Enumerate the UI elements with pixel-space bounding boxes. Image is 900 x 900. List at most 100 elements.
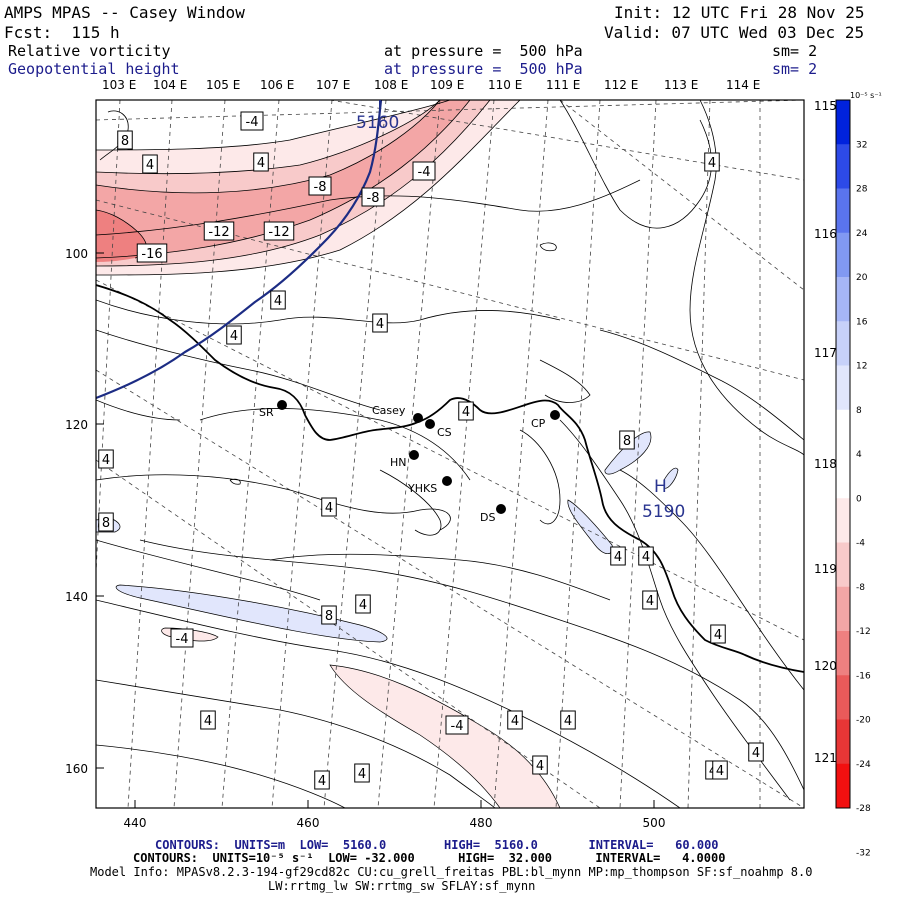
- contour-label-text: 4: [752, 746, 760, 761]
- station-dot-sr: [277, 400, 287, 410]
- contour-label-box: [136, 243, 168, 263]
- station-label-sr: SR: [259, 406, 274, 419]
- colorbar: 32 28 24 20 16 12 8 4 0 -4 -8 -12 -16 -20 -24 -28 -32: [835, 99, 871, 858]
- contour-value-label: -12: [263, 221, 295, 241]
- contour-label-box: [203, 221, 235, 241]
- contour-value-label: -4: [445, 715, 469, 735]
- contour-label-box: [560, 710, 576, 730]
- contour-label-box: [263, 221, 295, 241]
- longitude-label: 113 E: [664, 78, 698, 92]
- contour-label-text: 4: [230, 329, 238, 344]
- y-tick-label: 160: [65, 762, 88, 776]
- contour-label-text: -4: [176, 632, 189, 647]
- vorticity-contours: [96, 100, 804, 808]
- longitude-label: 112 E: [604, 78, 638, 92]
- station-label-cs: CS: [437, 426, 452, 439]
- contour-label-text: 4: [646, 594, 654, 609]
- valid-time: Valid: 07 UTC Wed 03 Dec 25: [604, 23, 865, 42]
- contour-value-label: 4: [253, 152, 269, 172]
- y-tick-label: 100: [65, 247, 88, 261]
- contour-label-box: [638, 546, 654, 566]
- longitude-label: 111 E: [546, 78, 580, 92]
- colorbar-tick-label: 4: [856, 450, 862, 460]
- contour-label-text: 4: [462, 405, 470, 420]
- contour-label-box: [117, 130, 133, 150]
- contour-label-text: -4: [246, 115, 259, 130]
- contour-label-box: [642, 590, 658, 610]
- vorticity-fill-pos8-c: [115, 584, 388, 643]
- contour-label-box: [532, 755, 548, 775]
- contour-label-text: 4: [318, 774, 326, 789]
- graticule: [96, 100, 804, 808]
- longitude-label: 110 E: [488, 78, 522, 92]
- vorticity-fill-neg4-b: [329, 664, 561, 808]
- contour-value-label: 4: [710, 624, 726, 644]
- station-dot-cp: [550, 410, 560, 420]
- colorbar-swatch: [836, 409, 850, 455]
- contour-label-box: [355, 594, 371, 614]
- contour-label-text: -16: [141, 247, 162, 262]
- longitude-label: 103 E: [102, 78, 136, 92]
- station-dot-yhks: [442, 476, 452, 486]
- contour-label-box: [445, 715, 469, 735]
- contour-label-text: -12: [268, 225, 289, 240]
- contour-label-text: 4: [614, 550, 622, 565]
- contour-value-label: -8: [361, 187, 385, 207]
- contour-label-box: [507, 710, 523, 730]
- contour-value-label: 4: [270, 290, 286, 310]
- map-title: AMPS MPAS -- Casey Window: [4, 3, 245, 22]
- contour-label-box: [98, 449, 114, 469]
- footer-vorticity-contours: CONTOURS: UNITS=10⁻⁵ s⁻¹ LOW= -32.000 HI…: [133, 851, 726, 865]
- station-dot-cs: [425, 419, 435, 429]
- contour-label-text: 4: [257, 156, 265, 171]
- colorbar-tick-label: -20: [856, 716, 871, 726]
- station-dot-ds: [496, 504, 506, 514]
- colorbar-swatch: [836, 454, 850, 499]
- colorbar-swatch: [836, 365, 850, 411]
- contour-value-label: 4: [226, 325, 242, 345]
- colorbar-tick-label: 0: [856, 494, 862, 504]
- colorbar-tick-label: -16: [856, 671, 871, 681]
- contour-label-box: [610, 546, 626, 566]
- contour-label-box: [308, 176, 332, 196]
- longitude-label: 106 E: [260, 78, 294, 92]
- contour-label-text: 4: [714, 628, 722, 643]
- contour-label-text: 8: [325, 609, 333, 624]
- colorbar-tick-label: 16: [856, 317, 868, 327]
- y-tick-label: 120: [65, 418, 88, 432]
- footer-model-info: Model Info: MPASv8.2.3-194-gf29cd82c CU:…: [90, 865, 813, 879]
- colorbar-swatch: [836, 188, 850, 234]
- colorbar-tick-label: -28: [856, 804, 871, 814]
- contour-value-label: 4: [560, 710, 576, 730]
- contour-label-box: [748, 742, 764, 762]
- contour-label-box: [361, 187, 385, 207]
- contour-label-text: -12: [208, 225, 229, 240]
- field2-level: at pressure = 500 hPa: [384, 60, 583, 78]
- colorbar-tick-label: 32: [856, 140, 867, 150]
- contour-value-label: -8: [308, 176, 332, 196]
- x-tick-label: 500: [643, 816, 666, 830]
- contour-value-label: 4: [321, 497, 337, 517]
- contour-label-box: [354, 763, 370, 783]
- forecast-hour: Fcst: 115 h: [4, 23, 120, 42]
- contour-value-label: 4: [458, 401, 474, 421]
- contour-value-label: 4: [704, 152, 720, 172]
- contour-value-label: 4: [638, 546, 654, 566]
- colorbar-tick-label: 28: [856, 185, 868, 195]
- contour-value-label: -12: [203, 221, 235, 241]
- contour-value-label: 4: [507, 710, 523, 730]
- station-label-cp: CP: [531, 417, 546, 430]
- footer-model-info-2: LW:rrtmg_lw SW:rrtmg_sw SFLAY:sf_mynn: [268, 879, 536, 893]
- contour-label-text: 4: [325, 501, 333, 516]
- init-time: Init: 12 UTC Fri 28 Nov 25: [614, 3, 865, 22]
- contour-label-box: [710, 624, 726, 644]
- map-interior: [96, 100, 804, 808]
- field1-name: Relative vorticity: [8, 42, 171, 60]
- x-tick-label: 480: [470, 816, 493, 830]
- contour-label-box: [226, 325, 242, 345]
- colorbar-tick-label: -32: [856, 848, 871, 858]
- vorticity-fill-neg16: [96, 210, 147, 262]
- contour-label-text: 8: [102, 516, 110, 531]
- colorbar-swatch: [836, 719, 850, 765]
- contour-label-box: [458, 401, 474, 421]
